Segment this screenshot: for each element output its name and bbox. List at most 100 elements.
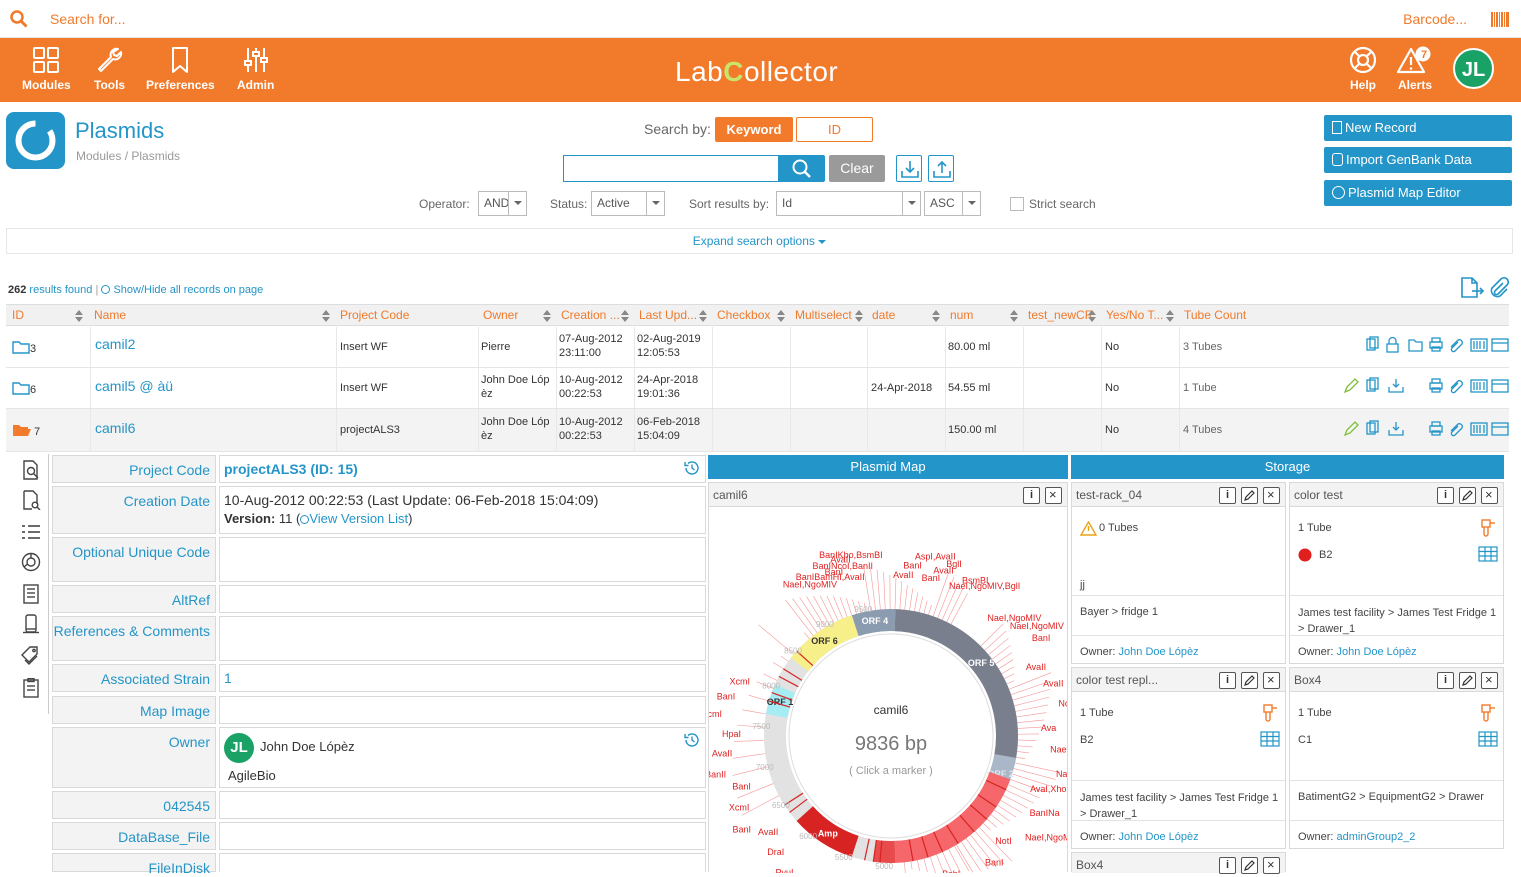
owner-link[interactable]: adminGroup2_2 (1337, 831, 1416, 843)
enzyme-label[interactable]: NotI (995, 836, 1012, 846)
global-search-input[interactable]: Search for... (50, 11, 125, 27)
col-project-code[interactable]: Project Code (340, 308, 409, 322)
grid-icon[interactable] (1478, 546, 1498, 562)
enzyme-label[interactable]: BsmBI (962, 576, 989, 586)
sort-icon[interactable] (75, 310, 83, 322)
barcode-input[interactable]: Barcode... (1403, 11, 1467, 27)
enzyme-label[interactable]: XcmI (729, 802, 750, 812)
row-name-link[interactable]: camil5 @ àü (95, 379, 173, 393)
project-code-link[interactable]: projectALS3 (ID: 15) (219, 455, 706, 483)
enzyme-label[interactable]: NotI (1058, 698, 1067, 708)
enzyme-label[interactable]: AvaII (1026, 662, 1046, 672)
clear-button[interactable]: Clear (829, 155, 885, 182)
list-icon[interactable] (21, 522, 41, 542)
enzyme-label[interactable]: NaeI,NgoMIV (1025, 833, 1067, 843)
feature-orf6[interactable]: ORF 6 (800, 626, 856, 665)
col-creation[interactable]: Creation ... (561, 308, 620, 322)
enzyme-label[interactable]: XcmI (709, 709, 722, 719)
nav-modules[interactable]: Modules (22, 46, 71, 92)
enzyme-label[interactable]: BanI (732, 782, 751, 792)
close-icon[interactable]: × (1045, 487, 1062, 504)
tags-icon[interactable] (21, 646, 41, 666)
enzyme-label[interactable]: BanINcoI,BanII (812, 561, 873, 571)
history-icon[interactable] (684, 732, 700, 748)
feature-orf4[interactable]: ORF 4 (855, 616, 895, 626)
enzyme-label[interactable]: AvaII (712, 748, 732, 758)
tube-add-icon[interactable] (1480, 519, 1496, 537)
sort-icon[interactable] (1088, 310, 1096, 322)
enzyme-label[interactable]: BanI (985, 857, 1004, 867)
new-record-button[interactable]: New Record (1324, 115, 1512, 141)
expand-search-options[interactable]: Expand search options (6, 228, 1513, 254)
edit-icon[interactable] (1241, 672, 1258, 689)
edit-icon[interactable] (1241, 857, 1258, 874)
col-multiselect[interactable]: Multiselect (795, 308, 852, 322)
sort-icon[interactable] (543, 310, 551, 322)
feature-orf1[interactable]: ORF 1 (767, 689, 794, 716)
folder-open-icon[interactable] (12, 423, 32, 437)
col-name[interactable]: Name (94, 308, 126, 322)
search-file-icon[interactable] (21, 490, 41, 510)
plasmid-map-editor-button[interactable]: Plasmid Map Editor (1324, 180, 1512, 206)
enzyme-label[interactable]: NaeI,NgoMIV (1056, 769, 1067, 779)
info-icon[interactable]: i (1437, 672, 1454, 689)
sort-icon[interactable] (1010, 310, 1018, 322)
col-yes-no[interactable]: Yes/No T... (1106, 308, 1163, 322)
info-icon[interactable]: i (1219, 857, 1236, 874)
nav-help[interactable]: Help (1348, 46, 1378, 92)
enzyme-label[interactable]: HpaI (722, 729, 741, 739)
enzyme-label[interactable]: AvaI,XhoI (1030, 784, 1067, 794)
upload-button[interactable] (928, 155, 954, 182)
order-select[interactable]: ASC (924, 191, 981, 216)
col-checkbox[interactable]: Checkbox (717, 308, 770, 322)
enzyme-label[interactable]: BanI (732, 824, 751, 834)
history-icon[interactable] (684, 460, 700, 476)
user-avatar[interactable]: JL (1453, 48, 1494, 89)
feature-red-region[interactable] (895, 776, 1000, 852)
grid-icon[interactable] (1260, 731, 1280, 747)
export-file-icon[interactable] (1459, 277, 1485, 299)
col-last-update[interactable]: Last Upd... (639, 308, 697, 322)
feature-red-band[interactable] (875, 851, 895, 852)
col-test-newcr[interactable]: test_newCR (1028, 308, 1093, 322)
sort-select[interactable]: Id (776, 191, 921, 216)
enzyme-label[interactable]: BanI (1032, 633, 1051, 643)
breadcrumb[interactable]: Modules / Plasmids (76, 149, 180, 163)
strict-search-checkbox[interactable] (1010, 197, 1024, 211)
keyword-toggle[interactable]: Keyword (715, 117, 793, 142)
paperclip-icon[interactable] (1487, 277, 1509, 299)
enzyme-label[interactable]: ApaI,BanII (709, 769, 726, 779)
enzyme-label[interactable]: BanIBamHI,AvaII (796, 572, 865, 582)
close-icon[interactable]: × (1481, 672, 1498, 689)
view-detail-icon[interactable] (21, 460, 41, 480)
owner-link[interactable]: John Doe Lópèz (1337, 646, 1417, 658)
close-icon[interactable]: × (1263, 487, 1280, 504)
enzyme-label[interactable]: BanI (717, 692, 736, 702)
associated-strain-link[interactable]: 1 (219, 664, 706, 692)
folder-icon[interactable] (12, 340, 30, 354)
tube-add-icon[interactable] (1480, 704, 1496, 722)
sort-icon[interactable] (322, 310, 330, 322)
enzyme-label[interactable]: AvaII (758, 827, 778, 837)
sort-icon[interactable] (777, 310, 785, 322)
operator-select[interactable]: AND (478, 191, 527, 216)
enzyme-label[interactable]: BglI (946, 559, 962, 569)
folder-icon[interactable] (12, 381, 30, 395)
owner-link[interactable]: John Doe Lópèz (1119, 646, 1199, 658)
enzyme-label[interactable]: BanIKbo,BsmBI (819, 550, 883, 560)
feature-amp[interactable]: Amp (805, 814, 855, 847)
sort-icon[interactable] (1166, 310, 1174, 322)
info-icon[interactable]: i (1023, 487, 1040, 504)
enzyme-label[interactable]: NaeI, (1050, 745, 1067, 755)
search-input[interactable] (563, 155, 779, 182)
tube-add-icon[interactable] (1262, 704, 1278, 722)
edit-icon[interactable] (1459, 672, 1476, 689)
report-icon[interactable] (21, 678, 41, 698)
view-version-list-link[interactable]: View Version List (309, 511, 408, 526)
owner-link[interactable]: John Doe Lópèz (1119, 831, 1199, 843)
edit-icon[interactable] (1459, 487, 1476, 504)
id-toggle[interactable]: ID (796, 117, 873, 142)
close-icon[interactable]: × (1263, 857, 1280, 874)
grid-icon[interactable] (1478, 731, 1498, 747)
